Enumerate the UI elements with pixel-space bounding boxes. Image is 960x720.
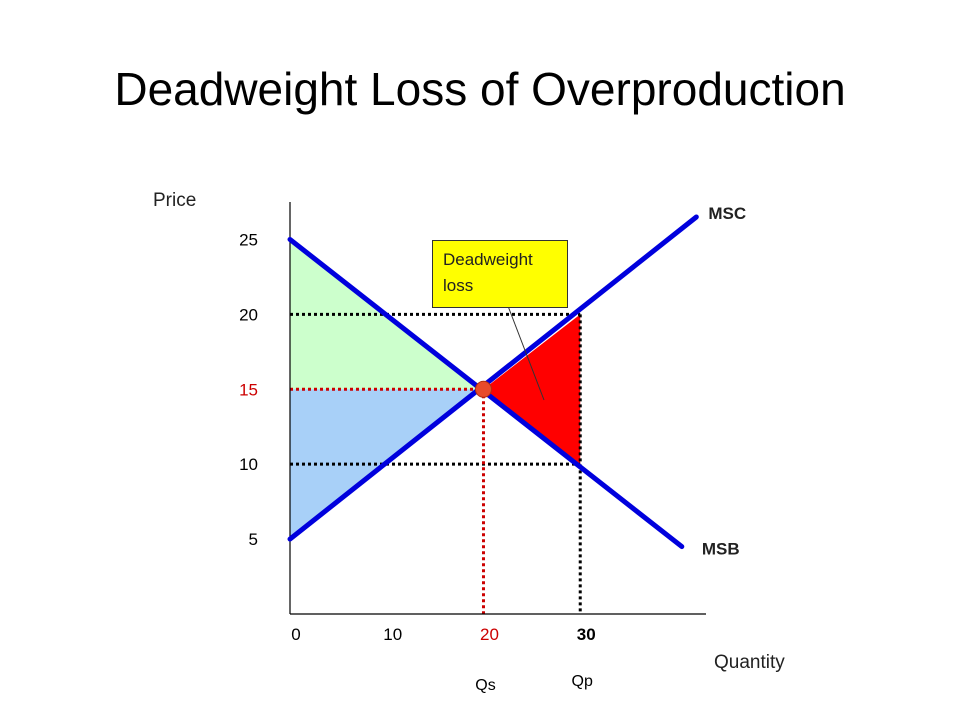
chart-title: Deadweight Loss of Overproduction [114,63,846,115]
equilibrium-point [474,380,492,398]
callout-pointer [507,305,545,401]
x-tick-label-10: 10 [383,625,402,644]
deadweight-loss-area [483,314,581,465]
deadweight-loss-callout: Deadweight loss [432,240,568,308]
y-tick-label-5: 5 [249,530,258,549]
msc-line [287,214,699,542]
y-tick-label-15: 15 [239,380,258,399]
msc-label: MSC [708,204,746,223]
callout-line-2: loss [443,276,474,295]
qp-label: Qp [572,673,593,690]
x-axis-label: Quantity [714,652,785,673]
x-tick-label-20: 20 [480,625,499,644]
y-tick-label-10: 10 [239,455,258,474]
x-tick-label-30: 30 [577,625,596,644]
qs-label: Qs [475,677,495,694]
y-tick-label-25: 25 [239,230,258,249]
y-tick-label-20: 20 [239,305,258,324]
callout-line-1: Deadweight [443,250,533,269]
x-tick-label-0: 0 [291,625,300,644]
y-axis-label: Price [153,190,196,211]
msb-label: MSB [702,540,740,559]
